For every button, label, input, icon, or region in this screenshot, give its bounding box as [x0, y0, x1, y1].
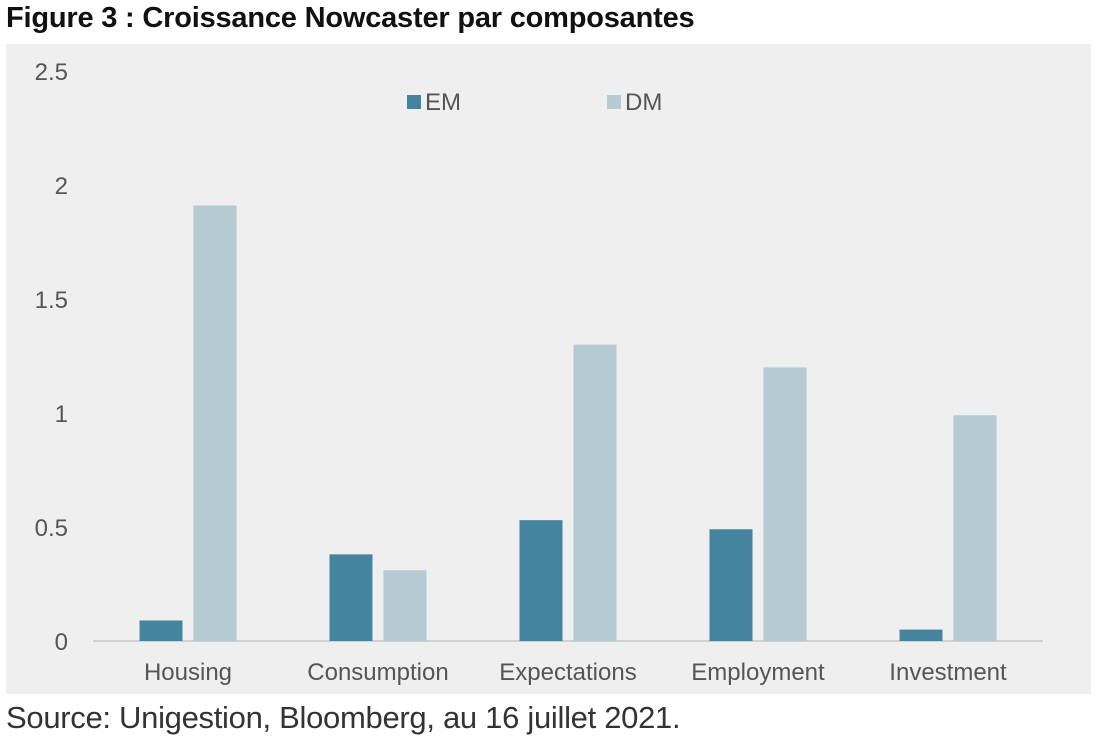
bar-em-investment	[899, 629, 943, 641]
x-tick-label: Consumption	[307, 659, 448, 686]
bar-em-consumption	[329, 554, 373, 641]
figure-title: Figure 3 : Croissance Nowcaster par comp…	[6, 2, 695, 34]
y-tick-label: 0	[55, 629, 68, 656]
legend-swatch-em	[407, 95, 421, 109]
bar-em-expectations	[519, 520, 563, 641]
y-tick-label: 2.5	[35, 59, 68, 86]
bar-em-employment	[709, 529, 753, 641]
y-tick-label: 2	[55, 173, 68, 200]
bar-chart: 0 0.5 1 1.5 2 2.5 Housing Consumption Expectatio…	[35, 59, 1043, 686]
source-note: Source: Unigestion, Bloomberg, au 16 jui…	[6, 700, 681, 735]
x-tick-label: Investment	[889, 659, 1007, 686]
bar-dm-housing	[193, 205, 237, 641]
x-tick-label: Expectations	[499, 659, 636, 686]
bar-dm-consumption	[383, 570, 427, 641]
legend-label-em: EM	[425, 89, 461, 116]
legend-label-dm: DM	[625, 89, 662, 116]
x-tick-label: Employment	[691, 659, 825, 686]
legend-swatch-dm	[607, 95, 621, 109]
x-tick-label: Housing	[144, 659, 232, 686]
chart-area: 0 0.5 1 1.5 2 2.5 Housing Consumption Expectatio…	[6, 44, 1091, 694]
bar-dm-investment	[953, 415, 997, 641]
bar-dm-expectations	[573, 344, 617, 641]
y-tick-label: 1.5	[35, 287, 68, 314]
y-tick-label: 1	[55, 401, 68, 428]
bar-dm-employment	[763, 367, 807, 641]
bar-em-housing	[139, 620, 183, 641]
y-tick-label: 0.5	[35, 515, 68, 542]
